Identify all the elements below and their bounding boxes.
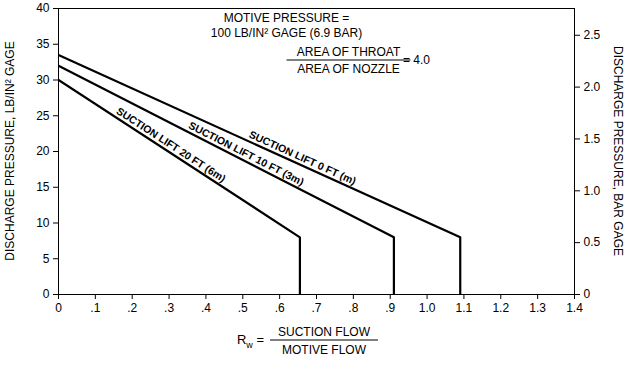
svg-text:0.5: 0.5 [584, 235, 601, 249]
svg-text:0: 0 [55, 301, 62, 315]
svg-text:30: 30 [36, 73, 50, 87]
svg-text:SUCTION LIFT 0 FT (m): SUCTION LIFT 0 FT (m) [247, 128, 358, 187]
svg-text:SUCTION LIFT 10 FT (3m): SUCTION LIFT 10 FT (3m) [187, 119, 306, 188]
svg-text:1.0: 1.0 [419, 301, 436, 315]
svg-text:1.1: 1.1 [456, 301, 473, 315]
svg-text:0: 0 [584, 287, 591, 301]
svg-text:AREA OF THROAT: AREA OF THROAT [297, 45, 401, 59]
svg-text:25: 25 [36, 109, 50, 123]
svg-text:10: 10 [36, 216, 50, 230]
svg-text:MOTIVE FLOW: MOTIVE FLOW [282, 343, 367, 357]
svg-text:1.4: 1.4 [566, 301, 583, 315]
svg-text:.6: .6 [275, 301, 285, 315]
svg-text:1.3: 1.3 [529, 301, 546, 315]
svg-text:MOTIVE PRESSURE =: MOTIVE PRESSURE = [224, 11, 350, 25]
svg-text:100 LB/IN² GAGE (6.9 BAR): 100 LB/IN² GAGE (6.9 BAR) [211, 26, 362, 40]
svg-text:DISCHARGE PRESSURE, BAR GAGE: DISCHARGE PRESSURE, BAR GAGE [611, 46, 624, 256]
svg-text:1.5: 1.5 [584, 132, 601, 146]
svg-text:.2: .2 [127, 301, 137, 315]
svg-text:.7: .7 [311, 301, 321, 315]
svg-text:40: 40 [36, 1, 50, 15]
svg-text:.8: .8 [348, 301, 358, 315]
svg-text:.5: .5 [238, 301, 248, 315]
svg-text:.4: .4 [201, 301, 211, 315]
svg-text:.9: .9 [385, 301, 395, 315]
svg-text:SUCTION FLOW: SUCTION FLOW [278, 325, 371, 339]
svg-text:AREA OF NOZZLE: AREA OF NOZZLE [297, 62, 400, 76]
svg-text:15: 15 [36, 180, 50, 194]
svg-text:20: 20 [36, 144, 50, 158]
svg-text:35: 35 [36, 37, 50, 51]
svg-text:2.0: 2.0 [584, 80, 601, 94]
svg-text:0: 0 [43, 287, 50, 301]
svg-text:2.5: 2.5 [584, 28, 601, 42]
svg-text:DISCHARGE PRESSURE, LB/IN² GAG: DISCHARGE PRESSURE, LB/IN² GAGE [3, 41, 17, 260]
svg-text:1.0: 1.0 [584, 184, 601, 198]
svg-text:SUCTION LIFT 20 FT (6m): SUCTION LIFT 20 FT (6m) [115, 104, 229, 184]
svg-text:Rw =: Rw = [237, 332, 264, 350]
svg-text:= 4.0: = 4.0 [403, 53, 430, 67]
svg-text:.3: .3 [164, 301, 174, 315]
svg-text:1.2: 1.2 [492, 301, 509, 315]
svg-text:5: 5 [43, 252, 50, 266]
svg-text:.1: .1 [90, 301, 100, 315]
